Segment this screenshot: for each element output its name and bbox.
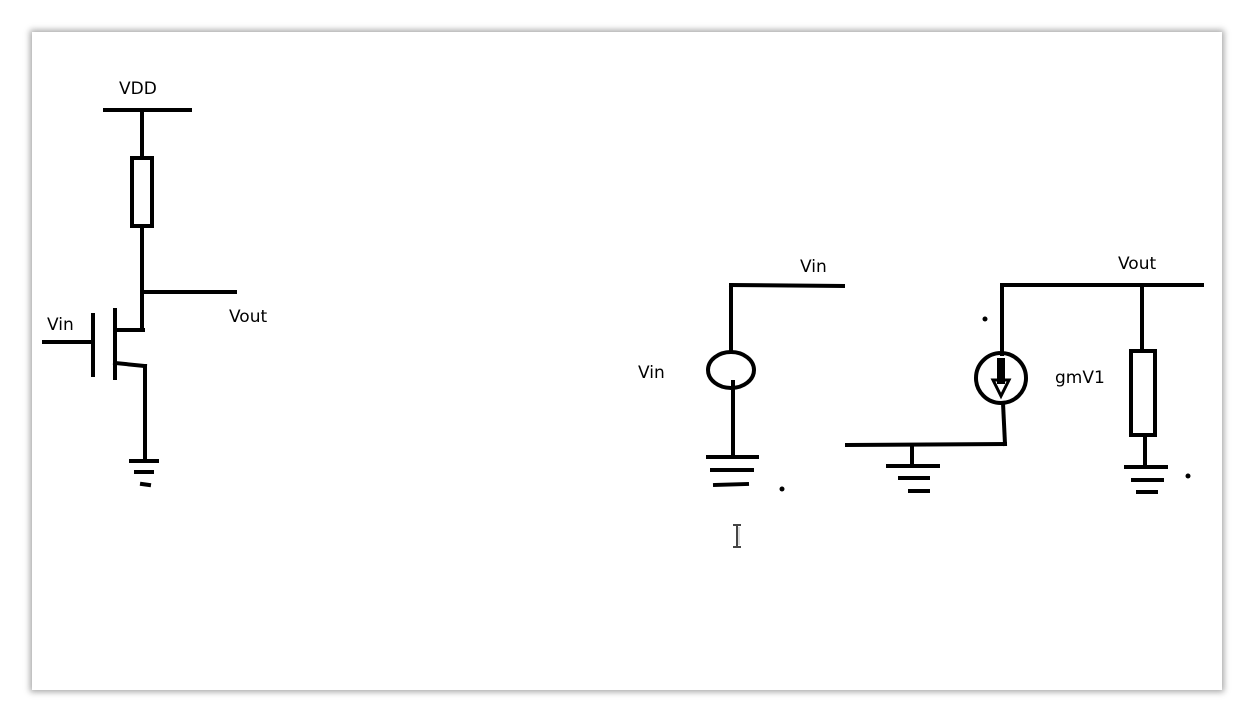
vout-model-label: Vout [1118,254,1156,274]
input-source-model [706,282,846,492]
vin-source-label: Vin [638,363,665,383]
text-cursor-icon [733,524,741,548]
ground-return-wire [844,441,1008,448]
vout-label: Vout [229,307,267,327]
ground-line-3 [712,481,750,488]
vin-gate-label: Vin [47,315,74,335]
stray-dot [1185,473,1191,479]
common-source-amplifier [42,108,237,488]
output-model [844,283,1204,494]
gm-source-label: gmV1 [1055,368,1105,388]
vdd-label: VDD [119,79,157,99]
vin-node-label: Vin [800,257,827,277]
drawing-canvas[interactable] [32,32,1222,690]
stray-dot [779,486,785,492]
load-resistor [1129,349,1157,437]
current-arrow-head [990,378,1012,400]
gm-source-bottom-wire [1000,400,1008,447]
source-stub [112,360,148,369]
drain-resistor [130,156,154,228]
stray-dot [982,316,988,322]
current-arrow-shaft [997,358,1005,384]
vin-node-wire [728,282,846,289]
ground-line-3 [139,481,152,488]
